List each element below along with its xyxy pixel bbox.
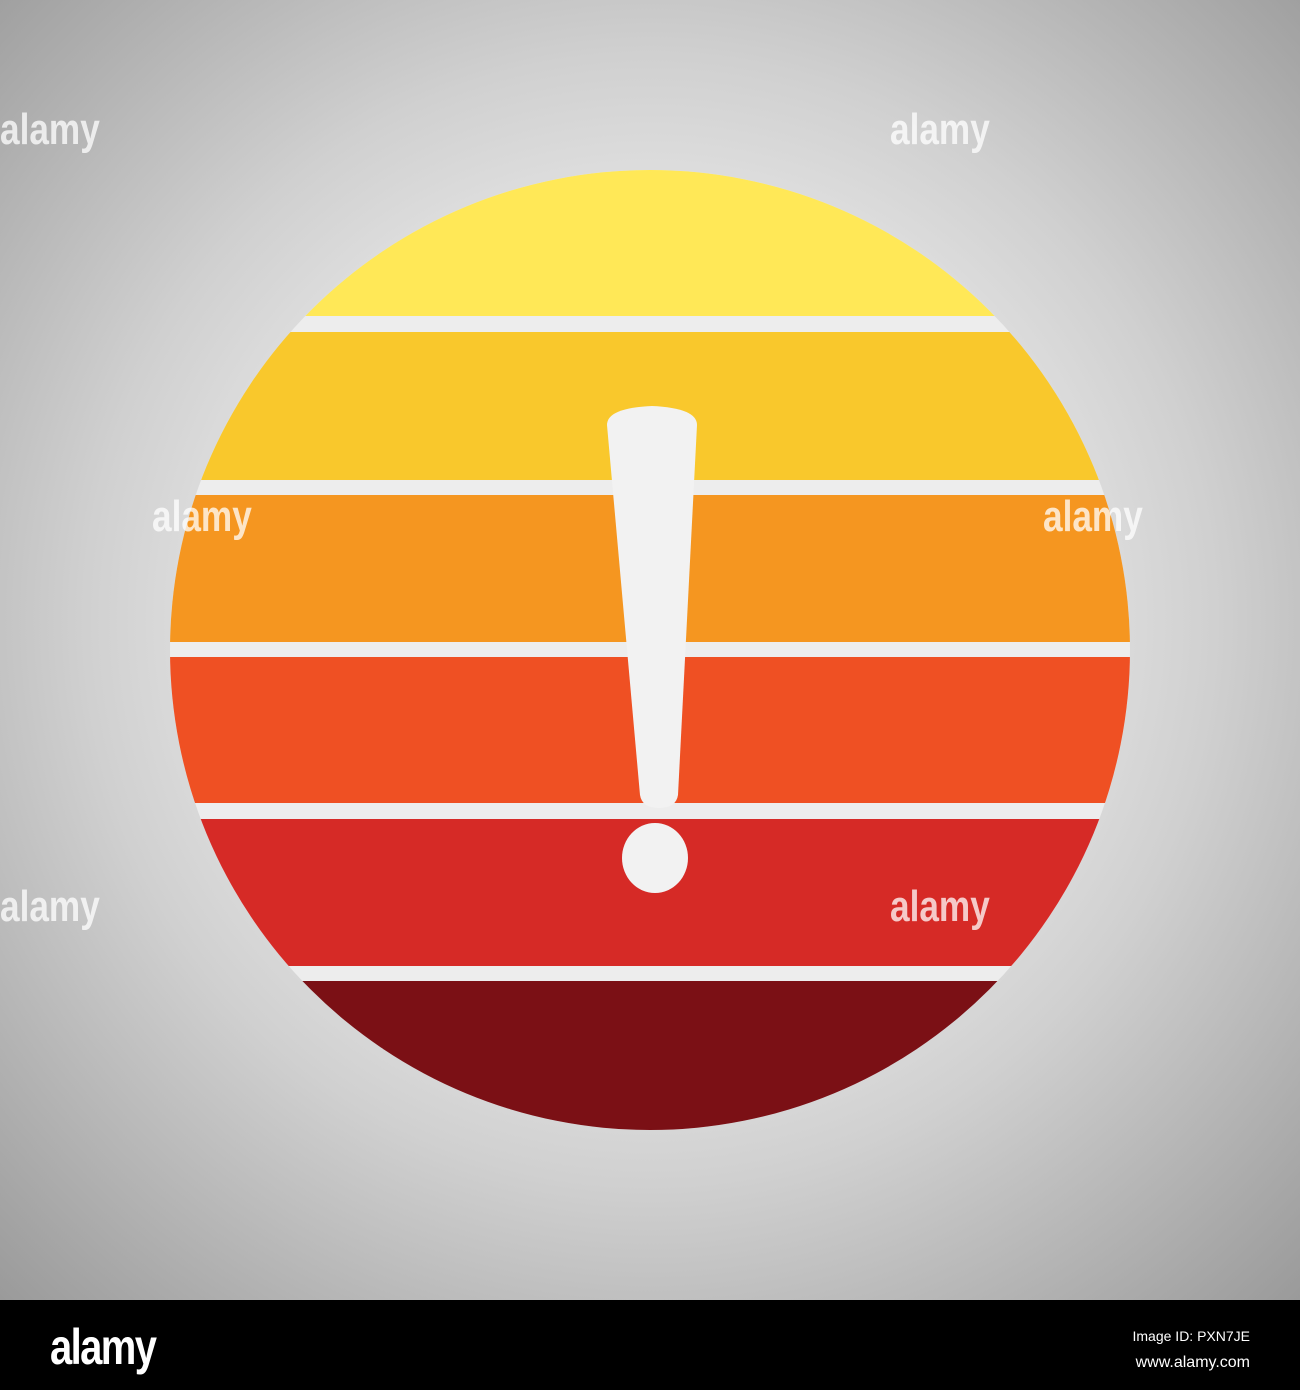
watermark: alamy [152, 492, 252, 541]
exclamation-icon [607, 406, 697, 893]
stripe [170, 170, 1130, 316]
stripe [170, 981, 1130, 1130]
watermark: alamy [890, 105, 990, 154]
image-id: Image ID: PXN7JE [1132, 1328, 1251, 1344]
watermark: alamy [890, 882, 990, 931]
alamy-logo: alamy [50, 1319, 157, 1375]
website-link[interactable]: www.alamy.com [1135, 1354, 1250, 1371]
footer-bar: alamy Image ID: PXN7JE www.alamy.com [0, 1300, 1300, 1390]
watermark: alamy [0, 105, 100, 154]
watermark: alamy [0, 882, 100, 931]
striped-circle-warning-icon [170, 170, 1130, 1130]
watermark: alamy [1043, 492, 1143, 541]
image-area: alamy alamy alamy alamy alamy alamy [0, 0, 1300, 1300]
